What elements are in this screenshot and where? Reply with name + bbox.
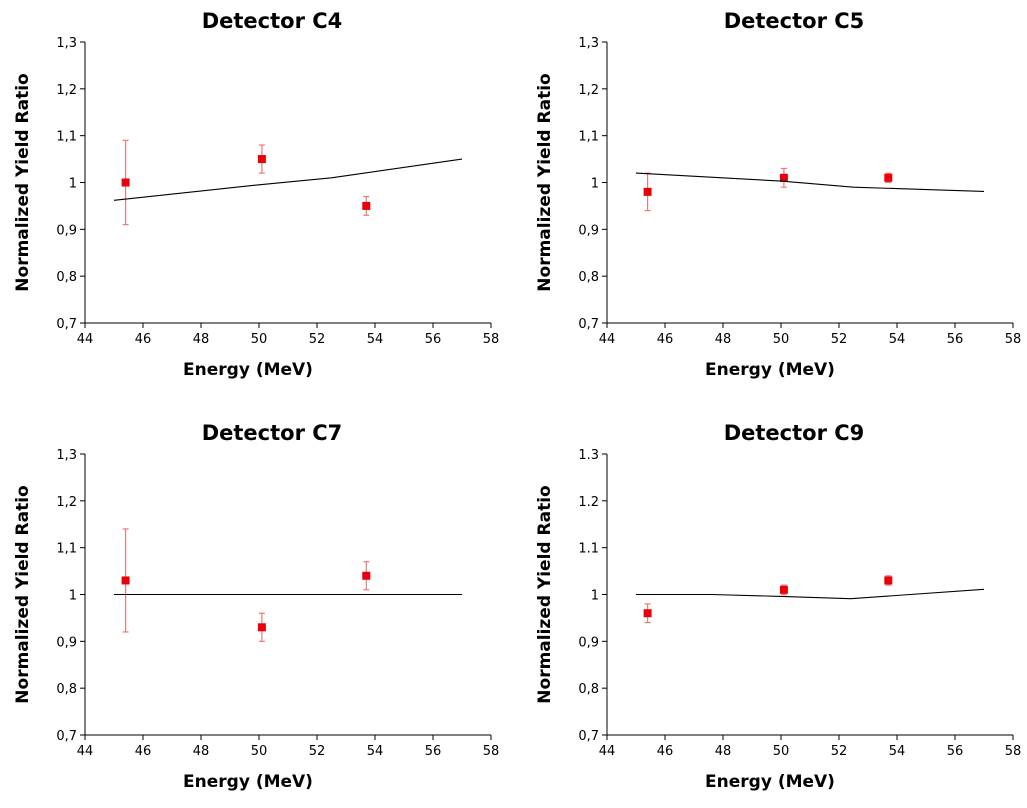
chart-title: Detector C9 <box>724 421 865 445</box>
y-tick-label: 1,2 <box>56 83 77 98</box>
x-tick-label: 58 <box>483 332 500 347</box>
data-point <box>643 187 652 196</box>
y-tick-label: 0,7 <box>56 729 77 744</box>
x-tick-label: 48 <box>193 744 210 759</box>
y-tick-label: 0,8 <box>578 682 599 697</box>
y-tick-label: 1,3 <box>56 36 77 51</box>
x-tick-label: 44 <box>77 744 94 759</box>
x-axis-label: Energy (MeV) <box>705 772 835 792</box>
chart-title: Detector C4 <box>202 9 343 33</box>
x-axis-label: Energy (MeV) <box>705 360 835 380</box>
x-tick-label: 56 <box>947 332 964 347</box>
x-tick-label: 46 <box>135 332 152 347</box>
y-tick-label: 1,2 <box>56 495 77 510</box>
data-point <box>257 155 266 164</box>
data-point <box>121 576 130 585</box>
data-point <box>257 623 266 632</box>
y-tick-label: 0,7 <box>56 317 77 332</box>
data-point <box>643 609 652 618</box>
y-tick-label: 0,9 <box>578 223 599 238</box>
model-line <box>636 588 985 600</box>
x-tick-label: 46 <box>657 332 674 347</box>
y-axis-label: Normalized Yield Ratio <box>13 485 33 703</box>
chart-title: Detector C5 <box>724 9 865 33</box>
y-tick-label: 1,1 <box>56 130 77 145</box>
panel-detector-c5: Detector C5 44 46 48 50 52 54 56 58 0,7 0,8 0,9 1 1,1… <box>535 9 1021 380</box>
y-tick-label: 1.3 <box>578 448 599 463</box>
x-tick-label: 58 <box>483 744 500 759</box>
x-tick-label: 44 <box>599 332 616 347</box>
y-tick-label: 1 <box>69 589 77 604</box>
y-tick-label: 0,8 <box>578 270 599 285</box>
y-axis-label: Normalized Yield Ratio <box>535 73 555 291</box>
data-point <box>362 201 371 210</box>
x-tick-label: 52 <box>309 332 326 347</box>
x-tick-label: 54 <box>367 332 384 347</box>
data-point <box>779 585 788 594</box>
model-line <box>113 158 463 201</box>
y-tick-label: 1,1 <box>56 542 77 557</box>
x-tick-label: 48 <box>715 744 732 759</box>
x-axis-label: Energy (MeV) <box>183 360 313 380</box>
x-tick-label: 46 <box>657 744 674 759</box>
x-tick-label: 46 <box>135 744 152 759</box>
x-tick-label: 48 <box>193 332 210 347</box>
x-tick-label: 52 <box>309 744 326 759</box>
x-tick-label: 44 <box>599 744 616 759</box>
y-tick-label: 1,3 <box>578 36 599 51</box>
y-axis-label: Normalized Yield Ratio <box>13 73 33 291</box>
chart-title: Detector C7 <box>202 421 343 445</box>
y-tick-label: 0,9 <box>56 223 77 238</box>
x-tick-label: 52 <box>831 744 848 759</box>
x-tick-label: 56 <box>425 744 442 759</box>
panel-detector-c4: Detector C4 44 46 48 50 52 54 56 58 0,7 0,8 0,9 1 1,1… <box>13 9 499 380</box>
y-tick-label: 1.2 <box>578 495 599 510</box>
x-axis-label: Energy (MeV) <box>183 772 313 792</box>
y-tick-label: 1 <box>591 589 599 604</box>
panel-detector-c9: Detector C9 44 46 48 50 52 54 56 58 0,7 0,8 0,9 1 1.1… <box>535 421 1021 792</box>
model-line <box>635 172 985 192</box>
x-tick-label: 48 <box>715 332 732 347</box>
data-point <box>884 576 893 585</box>
x-tick-label: 44 <box>77 332 94 347</box>
data-point <box>362 571 371 580</box>
x-tick-label: 58 <box>1005 744 1022 759</box>
y-tick-label: 1 <box>591 177 599 192</box>
y-tick-label: 1,1 <box>578 130 599 145</box>
y-tick-label: 0,8 <box>56 682 77 697</box>
data-point <box>779 173 788 182</box>
x-tick-label: 50 <box>773 744 790 759</box>
y-tick-label: 0,9 <box>56 635 77 650</box>
data-point <box>884 173 893 182</box>
panel-detector-c7: Detector C7 44 46 48 50 52 54 56 58 0,7 0,8 0,9 1 1,1… <box>13 421 499 792</box>
x-tick-label: 56 <box>947 744 964 759</box>
y-tick-label: 0,8 <box>56 270 77 285</box>
x-tick-label: 56 <box>425 332 442 347</box>
y-tick-label: 1,3 <box>56 448 77 463</box>
y-axis-label: Normalized Yield Ratio <box>535 485 555 703</box>
x-tick-label: 54 <box>367 744 384 759</box>
y-tick-label: 0,7 <box>578 729 599 744</box>
x-tick-label: 50 <box>251 332 268 347</box>
y-tick-label: 1,2 <box>578 83 599 98</box>
y-tick-label: 0,7 <box>578 317 599 332</box>
y-tick-label: 0,9 <box>578 635 599 650</box>
x-tick-label: 52 <box>831 332 848 347</box>
data-point <box>121 178 130 187</box>
y-tick-label: 1.1 <box>578 542 599 557</box>
x-tick-label: 50 <box>251 744 268 759</box>
y-tick-label: 1 <box>69 177 77 192</box>
x-tick-label: 54 <box>889 744 906 759</box>
x-tick-label: 58 <box>1005 332 1022 347</box>
x-tick-label: 50 <box>773 332 790 347</box>
x-tick-label: 54 <box>889 332 906 347</box>
